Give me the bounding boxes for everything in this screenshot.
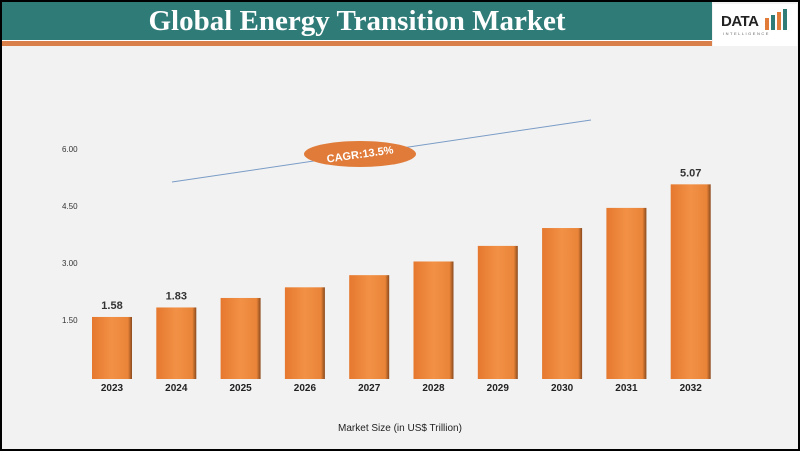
bar-2026 [284, 287, 325, 379]
page-title: Global Energy Transition Market [148, 5, 566, 37]
x-tick-label: 2025 [229, 383, 252, 394]
bar-2027 [349, 275, 390, 379]
header-bar [2, 2, 712, 40]
bar-2032 [670, 184, 711, 379]
x-tick-label: 2024 [165, 383, 188, 394]
data-label: 1.58 [101, 300, 122, 312]
cagr-badge [304, 141, 416, 167]
x-tick-label: 2027 [358, 383, 381, 394]
x-tick-label: 2029 [487, 383, 510, 394]
logo-bars-icon [765, 9, 787, 30]
x-tick-label: 2028 [422, 383, 445, 394]
x-tick-label: 2030 [551, 383, 574, 394]
bar-2025 [220, 297, 261, 379]
y-tick-label: 3.00 [62, 259, 78, 268]
logo-text: DATA [721, 13, 759, 30]
x-tick-label: 2026 [294, 383, 317, 394]
bar-2024 [156, 307, 197, 379]
bar-2023 [92, 316, 132, 379]
x-tick-label: 2023 [101, 383, 124, 394]
bar-2030 [542, 228, 583, 379]
bar-2028 [413, 261, 454, 379]
data-label: 1.83 [166, 290, 187, 302]
bar-2029 [477, 245, 518, 379]
header-stripe [2, 40, 712, 46]
logo: DATA INTELLIGENCE [713, 4, 797, 46]
bar-2031 [606, 207, 647, 379]
x-axis-label: Market Size (in US$ Trillion) [338, 423, 462, 434]
y-tick-label: 6.00 [62, 145, 78, 154]
logo-subtext: INTELLIGENCE [723, 31, 770, 36]
x-tick-label: 2031 [615, 383, 638, 394]
y-tick-label: 1.50 [62, 316, 78, 325]
data-label: 5.07 [680, 167, 701, 179]
x-tick-label: 2032 [680, 383, 703, 394]
y-tick-label: 4.50 [62, 202, 78, 211]
